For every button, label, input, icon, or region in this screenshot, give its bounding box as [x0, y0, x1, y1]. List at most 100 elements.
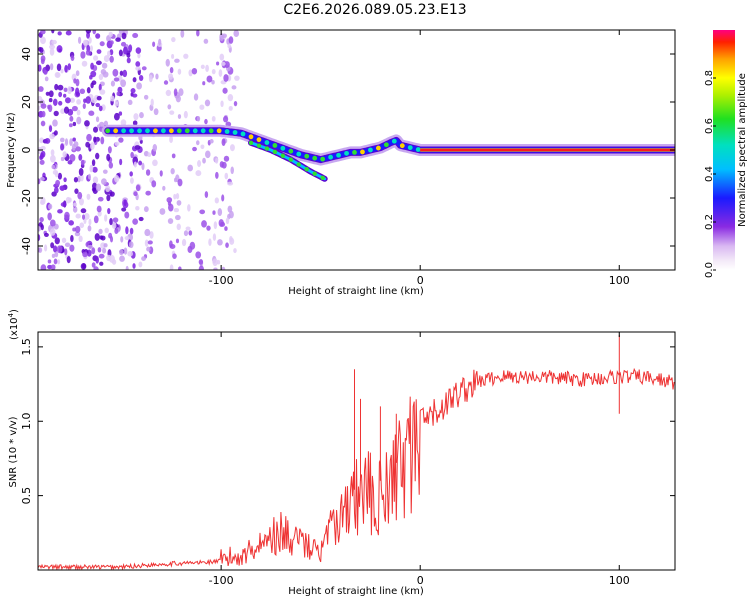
noise-speckle	[71, 143, 76, 151]
noise-speckle	[132, 93, 138, 98]
noise-speckle	[81, 60, 88, 67]
noise-speckle	[188, 69, 193, 77]
noise-speckle	[63, 87, 68, 93]
y-tick-label: -40	[20, 237, 33, 255]
noise-speckle	[60, 68, 64, 74]
noise-speckle	[130, 177, 134, 184]
noise-speckle	[133, 191, 138, 197]
noise-speckle	[77, 36, 82, 44]
noise-speckle	[197, 160, 202, 168]
noise-speckle	[47, 259, 52, 264]
noise-speckle	[48, 90, 54, 98]
noise-speckle	[205, 64, 209, 73]
noise-speckle	[91, 80, 97, 86]
noise-speckle	[168, 203, 174, 212]
noise-speckle	[56, 259, 61, 265]
noise-speckle	[165, 89, 172, 97]
noise-speckle	[143, 206, 149, 213]
noise-speckle	[125, 265, 129, 270]
noise-speckle	[110, 95, 115, 102]
noise-speckle	[58, 91, 63, 98]
noise-speckle	[47, 212, 52, 221]
noise-speckle	[80, 208, 87, 214]
noise-speckle	[49, 63, 54, 71]
noise-speckle	[221, 194, 225, 202]
noise-speckle	[169, 67, 174, 74]
noise-speckle	[60, 143, 65, 151]
noise-speckle	[168, 73, 174, 80]
noise-speckle	[122, 69, 128, 78]
noise-speckle	[202, 81, 206, 86]
noise-speckle	[151, 180, 157, 188]
noise-speckle	[166, 197, 173, 203]
noise-speckle	[48, 125, 53, 133]
noise-speckle	[54, 71, 60, 78]
noise-speckle	[152, 41, 156, 47]
noise-speckle	[40, 120, 46, 127]
noise-speckle	[220, 221, 226, 227]
spectrogram-panel: -100 0 100 -40 -20 0 20 40 Height of straight …	[6, 29, 676, 297]
x-tick-label: 0	[417, 274, 424, 287]
noise-speckle	[39, 152, 44, 160]
noise-speckle	[80, 159, 85, 166]
colorbar-label: Normalized spectral amplitude	[737, 73, 748, 227]
noise-speckle	[96, 95, 102, 101]
noise-speckle	[109, 55, 114, 63]
noise-speckle	[125, 226, 129, 235]
colorbar-gradient	[713, 30, 735, 270]
noise-speckle	[78, 235, 83, 243]
noise-speckle	[174, 58, 180, 63]
noise-speckle	[135, 205, 140, 211]
noise-speckle	[169, 135, 173, 144]
noise-speckle	[54, 251, 59, 258]
noise-speckle	[78, 154, 83, 161]
branch-peak	[288, 157, 294, 162]
noise-speckle	[105, 185, 111, 193]
noise-speckle	[88, 110, 95, 116]
noise-speckle	[212, 233, 217, 241]
noise-speckle	[192, 146, 197, 152]
ridge-peak	[352, 150, 357, 155]
snr-series-line	[38, 335, 675, 570]
noise-speckle	[124, 236, 130, 241]
noise-speckle	[177, 68, 182, 75]
noise-speckle	[130, 151, 134, 159]
noise-speckle	[112, 217, 119, 223]
noise-speckle	[59, 137, 65, 143]
noise-speckle	[103, 243, 108, 248]
noise-speckle	[155, 73, 159, 80]
noise-speckle	[77, 175, 81, 183]
noise-speckle	[41, 110, 46, 118]
ridge-peak	[336, 152, 341, 158]
noise-speckle	[185, 226, 191, 231]
noise-speckle	[138, 160, 143, 166]
noise-speckle	[199, 104, 205, 110]
noise-speckle	[110, 235, 114, 243]
noise-speckle	[52, 119, 58, 127]
noise-speckle	[85, 96, 91, 104]
noise-speckle	[106, 153, 111, 162]
noise-speckle	[121, 32, 127, 40]
noise-speckle	[87, 225, 92, 232]
noise-speckle	[66, 256, 71, 264]
noise-speckle	[44, 76, 49, 82]
branch-peak	[280, 153, 286, 158]
noise-speckle	[50, 154, 56, 163]
noise-speckle	[58, 100, 63, 106]
noise-speckle	[173, 193, 177, 200]
noise-speckle	[76, 109, 81, 116]
noise-speckle	[73, 176, 79, 183]
noise-speckle	[102, 247, 107, 254]
noise-speckle	[102, 169, 108, 174]
noise-speckle	[89, 45, 94, 52]
noise-speckle	[51, 253, 56, 258]
noise-speckle	[221, 161, 227, 169]
noise-speckle	[222, 87, 228, 94]
noise-speckle	[74, 225, 81, 233]
noise-speckle	[98, 73, 104, 81]
noise-speckle	[109, 217, 113, 226]
noise-speckle	[227, 94, 234, 102]
colorbar-tick-label: 0.6	[704, 118, 715, 134]
noise-speckle	[49, 228, 56, 236]
noise-speckle	[159, 208, 166, 215]
